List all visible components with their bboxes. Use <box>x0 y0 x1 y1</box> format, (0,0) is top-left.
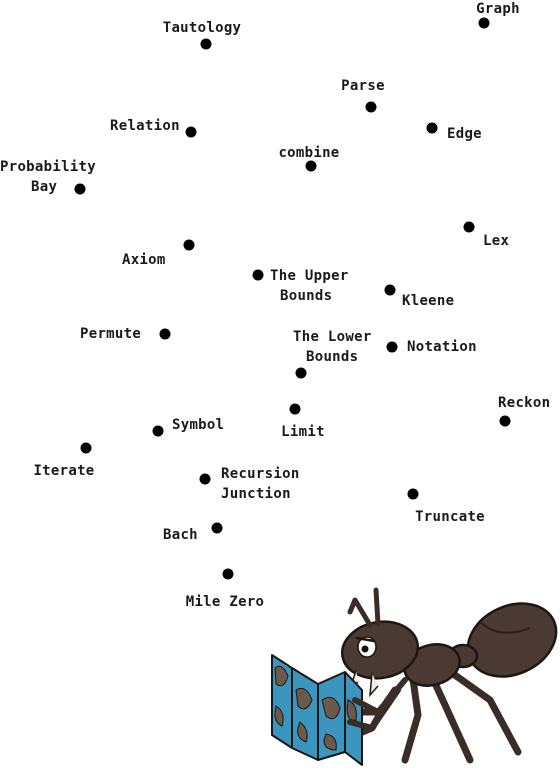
place-label: Probability <box>0 159 96 175</box>
place-parse: Parse <box>341 78 385 113</box>
place-marker <box>159 328 171 340</box>
place-relation: Relation <box>110 118 197 138</box>
place-label: Notation <box>407 339 477 355</box>
place-label: Recursion <box>221 466 300 482</box>
place-iterate: Iterate <box>33 442 94 479</box>
place-truncate: Truncate <box>407 488 485 525</box>
place-label: Bounds <box>306 349 358 365</box>
place-axiom: Axiom <box>122 239 195 268</box>
place-label: Tautology <box>163 20 242 36</box>
place-label: Kleene <box>402 293 454 309</box>
place-label: The Lower <box>293 329 372 345</box>
place-marker <box>426 122 438 134</box>
place-mile-zero: Mile Zero <box>186 568 265 610</box>
place-lex: Lex <box>463 221 509 249</box>
place-marker <box>407 488 419 500</box>
place-marker <box>199 473 211 485</box>
place-marker <box>365 101 377 113</box>
place-permute: Permute <box>80 326 171 342</box>
place-label: Junction <box>221 486 291 502</box>
place-graph: Graph <box>476 1 520 29</box>
place-label: Parse <box>341 78 385 94</box>
place-marker <box>252 269 264 281</box>
place-marker <box>74 183 86 195</box>
place-marker <box>305 160 317 172</box>
place-recursion-junction: Recursion Junction <box>199 466 300 502</box>
place-marker <box>222 568 234 580</box>
place-combine: combine <box>278 145 339 172</box>
place-label: Bach <box>163 527 198 543</box>
place-label: The Upper <box>270 268 349 284</box>
place-marker <box>183 239 195 251</box>
place-marker <box>200 38 212 50</box>
place-probability-bay: Probability Bay <box>0 159 96 195</box>
place-edge: Edge <box>426 122 482 142</box>
place-marker <box>80 442 92 454</box>
place-reckon: Reckon <box>498 395 550 427</box>
place-bach: Bach <box>163 522 223 543</box>
place-marker <box>478 17 490 29</box>
place-tautology: Tautology <box>163 20 242 50</box>
place-marker <box>185 126 197 138</box>
place-label: Relation <box>110 118 180 134</box>
place-symbol: Symbol <box>152 417 224 437</box>
place-label: Reckon <box>498 395 550 411</box>
place-notation: Notation <box>386 339 477 355</box>
place-label: Truncate <box>415 509 485 525</box>
place-label: Permute <box>80 326 141 342</box>
place-marker <box>152 425 164 437</box>
place-label: Iterate <box>33 463 94 479</box>
place-the-lower-bounds: The Lower Bounds <box>293 329 372 379</box>
place-label: Bay <box>31 179 57 195</box>
place-marker <box>463 221 475 233</box>
place-label: combine <box>278 145 339 161</box>
place-label: Graph <box>476 1 520 17</box>
place-label: Axiom <box>122 252 166 268</box>
place-marker <box>295 367 307 379</box>
place-label: Limit <box>281 424 325 440</box>
ant-reading-map-icon <box>271 587 558 766</box>
place-marker <box>211 522 223 534</box>
place-limit: Limit <box>281 403 325 440</box>
place-label: Bounds <box>280 288 332 304</box>
place-marker <box>384 284 396 296</box>
place-label: Lex <box>483 233 509 249</box>
place-the-upper-bounds: The Upper Bounds <box>252 268 349 304</box>
place-marker <box>289 403 301 415</box>
place-label: Edge <box>447 126 482 142</box>
place-marker <box>386 341 398 353</box>
place-marker <box>499 415 511 427</box>
place-label: Symbol <box>172 417 224 433</box>
place-label: Mile Zero <box>186 594 265 610</box>
place-kleene: Kleene <box>384 284 454 309</box>
